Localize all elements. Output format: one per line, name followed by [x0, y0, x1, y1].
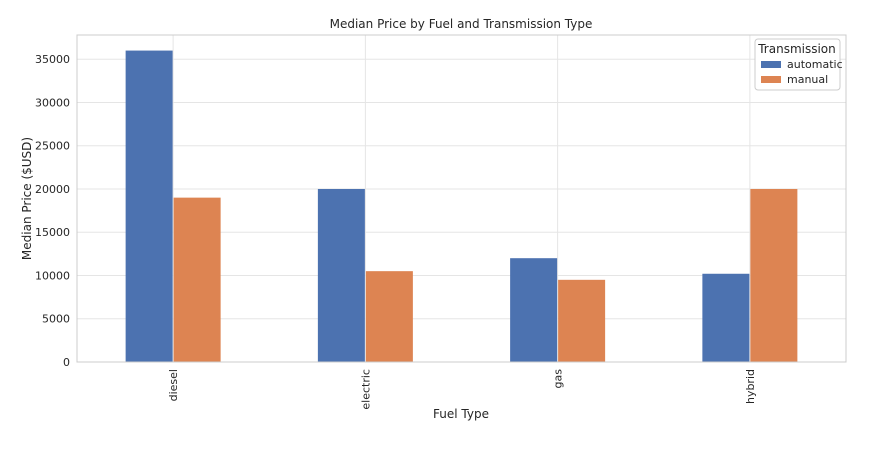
x-tick-label: gas: [552, 369, 565, 389]
y-tick-labels: 0 5000 10000 15000 20000 25000 30000 35000: [35, 53, 70, 369]
x-tick-label: electric: [359, 369, 372, 410]
y-tick-label: 15000: [35, 226, 70, 239]
y-axis-title: Median Price ($USD): [20, 137, 34, 260]
bar-automatic-diesel: [125, 50, 173, 362]
bar-manual-electric: [365, 271, 413, 362]
bar-manual-hybrid: [750, 188, 798, 362]
bar-automatic-electric: [317, 188, 365, 362]
bar-manual-gas: [558, 279, 606, 362]
plot-frame: [76, 34, 847, 363]
bars: [125, 50, 798, 362]
x-tick-labels: diesel electric gas hybrid: [167, 369, 757, 410]
x-tick-label: diesel: [167, 369, 180, 401]
y-tick-label: 0: [63, 356, 70, 369]
y-tick-label: 35000: [35, 53, 70, 66]
legend-label-automatic: automatic: [787, 58, 843, 71]
x-axis-title: Fuel Type: [433, 407, 489, 421]
bar-manual-diesel: [173, 197, 221, 362]
legend-swatch-manual: [761, 76, 781, 83]
y-tick-label: 30000: [35, 96, 70, 109]
x-tick-label: hybrid: [744, 369, 757, 404]
y-tick-label: 20000: [35, 183, 70, 196]
legend-title: Transmission: [757, 42, 836, 56]
legend: Transmission automatic manual: [754, 38, 843, 91]
legend-swatch-automatic: [761, 61, 781, 68]
bar-automatic-gas: [510, 258, 558, 362]
y-tick-label: 10000: [35, 269, 70, 282]
y-tick-label: 25000: [35, 140, 70, 153]
chart-title: Median Price by Fuel and Transmission Ty…: [330, 17, 593, 31]
y-tick-label: 5000: [42, 313, 70, 326]
bar-automatic-hybrid: [702, 273, 750, 362]
legend-label-manual: manual: [787, 73, 828, 86]
